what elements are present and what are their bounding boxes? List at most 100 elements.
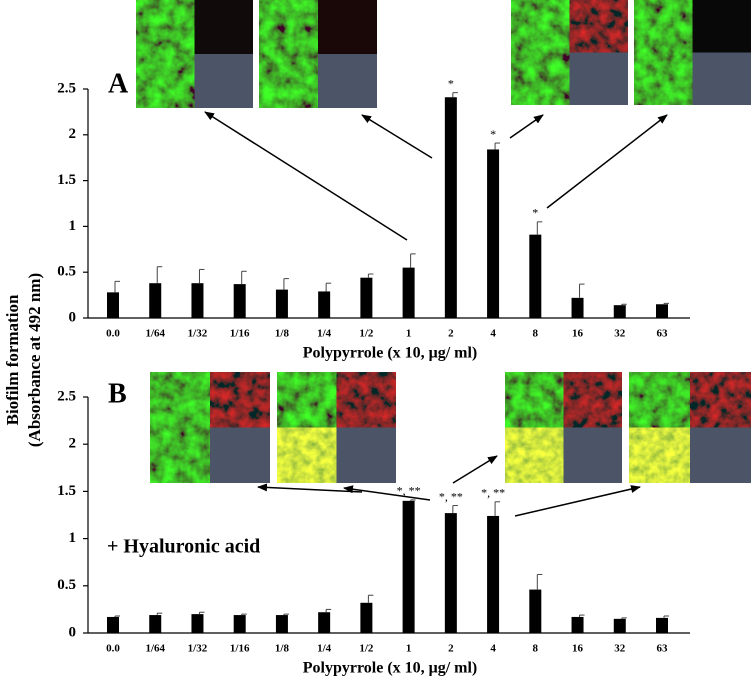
bar (107, 292, 119, 318)
inset-green (629, 372, 690, 428)
inset-red (210, 372, 270, 428)
inset-blank (318, 54, 377, 108)
bar-label: *, ** (397, 484, 421, 498)
inset-merge (505, 427, 564, 483)
inset-red (563, 372, 622, 428)
inset-green (150, 372, 210, 428)
bar (571, 297, 584, 318)
x-tick-label: 1/8 (275, 328, 290, 340)
arrow (509, 114, 544, 139)
inset-red (690, 372, 751, 428)
error-bar (579, 283, 585, 298)
arrows (204, 111, 668, 517)
arrow (514, 485, 641, 517)
bar-label: *, ** (481, 486, 505, 500)
x-tick-label: 1/8 (275, 643, 290, 655)
bar (233, 615, 246, 633)
bar (529, 234, 542, 318)
x-tick-label: 1/4 (317, 328, 332, 340)
bar (487, 149, 500, 318)
bar (487, 515, 500, 633)
y-tick-label: 0 (69, 624, 77, 640)
y-tick-label: 1.5 (57, 172, 76, 188)
inset-merge (277, 427, 337, 483)
x-tick-label: 2 (448, 328, 454, 340)
error-bar (114, 615, 120, 617)
bar (360, 277, 373, 318)
inset-green (511, 0, 570, 53)
bar (402, 267, 415, 318)
error-bar (367, 594, 374, 603)
y-tick-label: 1.5 (57, 483, 76, 499)
error-bar (367, 273, 374, 278)
bar (149, 283, 162, 318)
error-bar (283, 613, 289, 616)
inset-blank (563, 427, 622, 483)
error-bar (325, 282, 332, 292)
x-axis-title: Polypyrrole (x 10, μg/ ml) (303, 660, 478, 677)
bar (318, 612, 331, 633)
inset-green (505, 372, 564, 428)
bar (444, 97, 457, 318)
x-tick-label: 1/32 (188, 643, 208, 655)
bar (318, 291, 331, 318)
error-bar (198, 611, 205, 615)
y-tick-label: 2.5 (57, 388, 76, 404)
bar-label: * (490, 127, 496, 141)
y-tick-label: 2 (69, 126, 77, 142)
inset-merge (150, 427, 210, 483)
bar (656, 617, 668, 633)
error-bar (621, 303, 627, 306)
error-bar (663, 302, 669, 305)
inset-green (634, 0, 693, 53)
y-tick-label: 0.5 (57, 577, 76, 593)
y-tick-label: 1 (69, 218, 77, 234)
inset-green (277, 372, 337, 428)
bar (529, 589, 542, 633)
microscopy-insets (136, 0, 751, 483)
error-bar (325, 608, 332, 613)
bar-label: * (532, 206, 538, 220)
inset-merge (511, 52, 570, 105)
inset-merge (634, 52, 693, 105)
x-tick-label: 1/16 (230, 643, 250, 655)
bar (656, 304, 668, 318)
error-bar (410, 499, 416, 501)
error-bar (241, 270, 247, 285)
error-bar (579, 614, 585, 617)
arrow (546, 114, 668, 209)
bar-label: *, ** (439, 489, 463, 503)
bar (191, 614, 204, 633)
y-tick-label: 1 (69, 530, 77, 546)
x-tick-label: 1/32 (188, 328, 208, 340)
bar (191, 283, 204, 318)
x-tick-label: 2 (448, 643, 454, 655)
y-tick-label: 2 (69, 436, 77, 452)
error-bar (536, 573, 543, 590)
bar (107, 616, 119, 633)
y-label-line: Biofilm formation (3, 294, 22, 425)
x-tick-label: 32 (614, 643, 626, 655)
x-tick-label: 1/64 (145, 643, 165, 655)
bar (402, 500, 415, 633)
x-tick-label: 16 (572, 328, 584, 340)
x-tick-label: 63 (657, 643, 669, 655)
x-tick-label: 0.0 (106, 643, 120, 655)
error-bar (410, 253, 416, 268)
x-tick-label: 4 (490, 328, 496, 340)
arrow (361, 114, 433, 159)
x-tick-label: 32 (614, 328, 626, 340)
bar-label: * (448, 76, 454, 90)
error-bar (494, 142, 501, 150)
x-tick-label: 1/64 (145, 328, 165, 340)
error-bar (452, 505, 458, 514)
bar (275, 615, 288, 633)
inset-red (336, 372, 396, 428)
arrow (204, 111, 408, 241)
x-tick-label: 1 (406, 328, 412, 340)
error-bar (114, 280, 120, 293)
error-bar (452, 92, 458, 98)
bar (613, 618, 626, 633)
error-bar (663, 615, 669, 618)
